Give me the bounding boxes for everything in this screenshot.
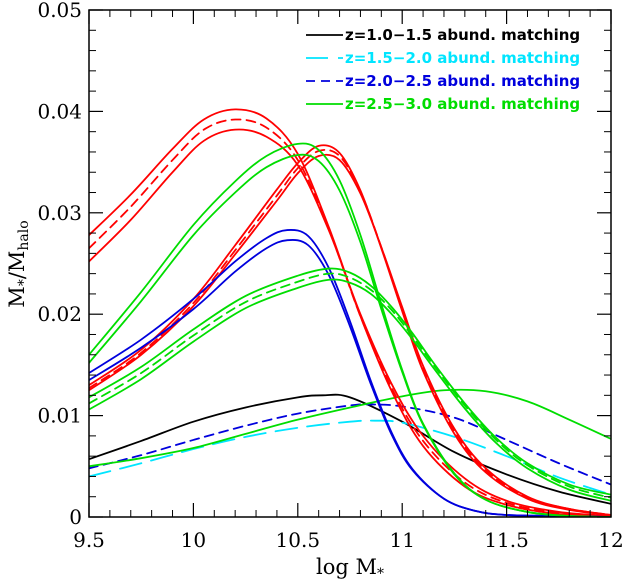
x-tick-label: 9.5 — [73, 528, 105, 552]
series-line-5 — [89, 108, 611, 517]
series-layer — [89, 108, 611, 517]
y-tick-label: 0.05 — [37, 0, 82, 22]
legend-label-2: z=1.5−2.0 abund. matching — [345, 49, 580, 67]
x-axis-label: log M* — [316, 555, 384, 582]
series-line-14 — [89, 267, 611, 496]
x-tick-label: 11 — [389, 528, 414, 552]
ticklabel-layer: 9.5 10 10.5 11 11.5 12 0 0.01 0.02 0.03 0.04 0.05 — [37, 0, 623, 552]
series-line-16 — [89, 278, 611, 502]
series-line-10 — [89, 148, 611, 516]
series-line-4 — [89, 388, 611, 468]
y-tick-label: 0.03 — [37, 201, 82, 225]
series-line-15 — [89, 272, 611, 499]
x-tick-label: 12 — [598, 528, 623, 552]
series-line-7 — [89, 128, 611, 517]
series-line-1 — [89, 393, 611, 505]
legend-label-1: z=1.0−1.5 abund. matching — [345, 26, 580, 44]
legend-label-4: z=2.5−3.0 abund. matching — [345, 95, 580, 113]
x-tick-label: 10 — [181, 528, 206, 552]
series-line-3 — [89, 403, 611, 486]
y-axis-label: M*/Mhalo — [5, 220, 32, 307]
series-line-2 — [89, 419, 611, 496]
series-line-11-lower — [89, 239, 611, 517]
legend-label-3: z=2.0−2.5 abund. matching — [345, 72, 580, 90]
series-line-9 — [89, 153, 611, 516]
y-tick-label: 0.04 — [37, 99, 82, 123]
y-tick-label: 0.02 — [37, 302, 82, 326]
tick-layer — [88, 9, 612, 518]
legend: z=1.0−1.5 abund. matching z=1.5−2.0 abund… — [306, 26, 580, 113]
plot-frame — [88, 9, 612, 518]
y-tick-label: 0.01 — [37, 404, 82, 428]
x-tick-label: 11.5 — [484, 528, 529, 552]
y-tick-label: 0 — [69, 505, 82, 529]
series-line-13 — [89, 153, 611, 517]
x-tick-label: 10.5 — [276, 528, 321, 552]
